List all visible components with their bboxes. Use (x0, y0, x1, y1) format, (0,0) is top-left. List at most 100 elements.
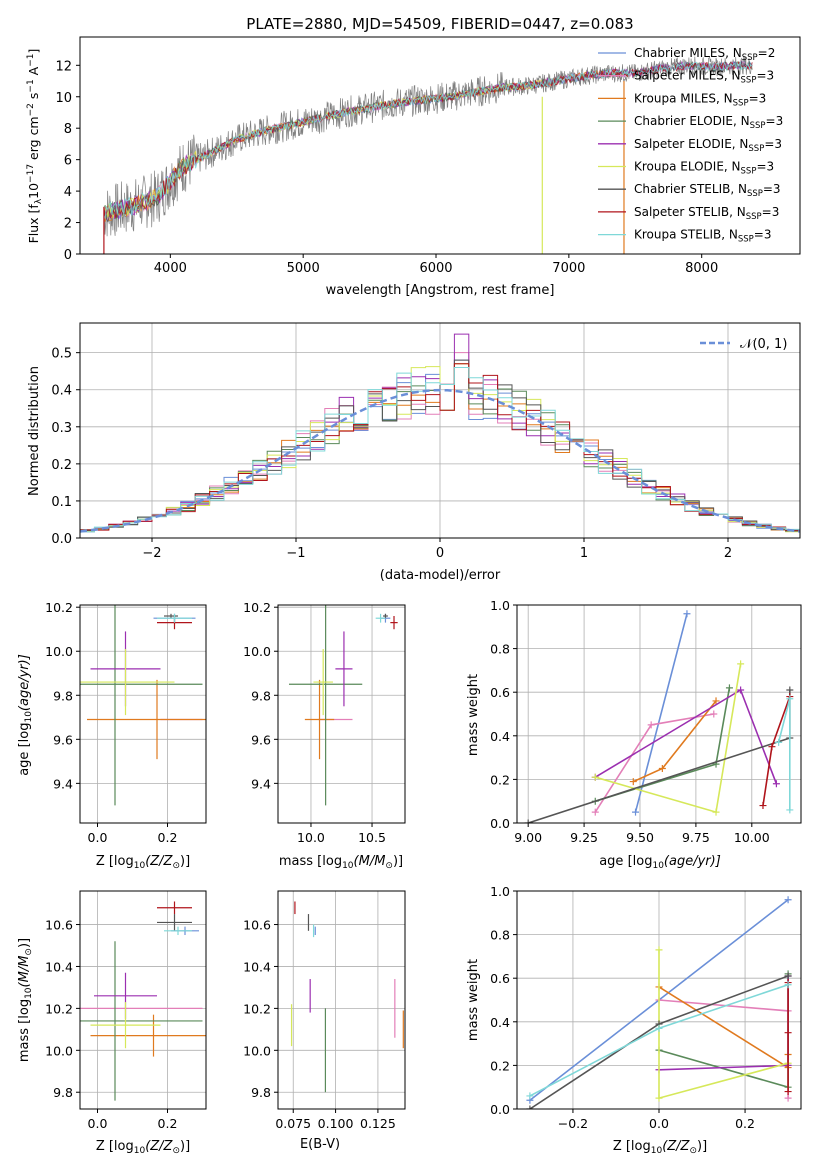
weight-vs-age-marker (710, 710, 718, 718)
weight-vs-Z-ytick-label: 0.6 (490, 971, 510, 986)
age-vs-mass-xlabel: mass [log10(M/M⊙)] (279, 854, 403, 871)
spectrum-ytick-label: 10 (55, 91, 72, 106)
legend-label-4: Chabrier ELODIE, NSSP=3 (634, 114, 783, 131)
age-vs-Z-ytick-label: 9.6 (53, 732, 73, 747)
residuals-xtick-label: 1 (580, 546, 588, 561)
weight-vs-age-ytick-label: 0.8 (490, 642, 510, 657)
weight-vs-age-ytick-label: 0.2 (490, 772, 510, 787)
weight-vs-age-marker (775, 738, 783, 746)
legend-label-5: Salpeter ELODIE, NSSP=3 (634, 137, 782, 154)
age-vs-mass-plot-area (288, 605, 398, 806)
spectrum-panel: PLATE=2880, MJD=54509, FIBERID=0447, z=0… (26, 15, 801, 298)
legend-label-2: Salpeter MILES, NSSP=3 (634, 69, 774, 86)
weight-vs-age-marker (786, 695, 794, 703)
spectrum-data-line (103, 56, 753, 237)
age-vs-Z-xtick-label: 0.2 (158, 830, 178, 845)
spectrum-xtick-label: 4000 (154, 261, 187, 276)
weight-vs-Z-ytick-label: 0.4 (490, 1015, 510, 1030)
weight-vs-age-marker (647, 721, 655, 729)
weight-vs-Z-panel: −0.2 0.0 0.2 0.0 0.2 0.4 0.6 0.8 1.0 (490, 884, 802, 1131)
weight-vs-Z-marker (784, 1094, 792, 1102)
weight-vs-Z-marker (655, 946, 663, 954)
residuals-ylabel: Normed distribution (27, 366, 42, 496)
weight-vs-Z-marker (655, 1024, 663, 1032)
weight-vs-age-marker (632, 808, 640, 816)
spectrum-title: PLATE=2880, MJD=54509, FIBERID=0447, z=0… (246, 15, 633, 33)
mass-vs-EBV-axes-frame (277, 890, 406, 1110)
weight-vs-Z-ytick-label: 0.2 (490, 1058, 510, 1073)
residuals-xlabel: (data-model)/error (380, 568, 501, 583)
age-vs-Z-xlabel: Z [log10(Z/Z⊙)] (96, 854, 190, 871)
residuals-ytick-label: 0.2 (51, 458, 72, 473)
spectrum-ytick-label: 4 (64, 185, 72, 200)
legend-label-9: Kroupa STELIB, NSSP=3 (634, 228, 772, 245)
weight-vs-age-ytick-label: 0.0 (490, 816, 510, 831)
spectrum-legend: Chabrier MILES, NSSP=2 Salpeter MILES, NS… (598, 46, 783, 245)
spectrum-axes-frame (79, 36, 801, 255)
mass-vs-Z-ytick-label: 10.4 (45, 959, 73, 974)
weight-vs-Z-marker (784, 981, 792, 989)
weight-vs-age-marker (658, 765, 666, 772)
mass-vs-EBV-xtick-label: 0.075 (275, 1116, 311, 1131)
residuals-xtick-label: −1 (286, 546, 305, 561)
weight-vs-Z-marker (526, 1092, 534, 1100)
weight-vs-age-marker (712, 697, 720, 705)
weight-vs-age-panel: 9.00 9.25 9.50 9.75 10.00 0.0 0.2 0.4 0.6 0.8 1.0 (490, 598, 802, 845)
legend-label-1: Chabrier MILES, NSSP=2 (634, 46, 775, 63)
age-vs-mass-xtick-label: 10.0 (297, 830, 325, 845)
mass-vs-Z-xlabel: Z [log10(Z/Z⊙)] (96, 1139, 190, 1156)
weight-vs-age-marker (725, 684, 733, 692)
spectrum-ytick-label: 12 (55, 59, 72, 74)
residuals-histogram-8 (80, 363, 800, 531)
spectrum-xtick-label: 5000 (287, 261, 320, 276)
age-vs-Z-panel: 0.0 0.2 9.4 9.6 9.8 10.0 10.2 (45, 600, 207, 845)
age-vs-Z-ytick-label: 10.2 (45, 600, 73, 615)
mass-vs-Z-plot-area (80, 901, 206, 1101)
spectrum-ytick-label: 2 (64, 217, 72, 232)
mass-vs-Z-ytick-label: 10.0 (45, 1043, 73, 1058)
age-vs-Z-axes-frame (79, 604, 207, 824)
weight-vs-Z-xtick-label: 0.2 (735, 1116, 755, 1131)
spectrum-model-line-9 (103, 61, 753, 219)
spectrum-ytick-label: 8 (64, 122, 72, 137)
age-vs-mass-xtick-label: 10.5 (358, 830, 386, 845)
age-vs-mass-panel: 10.0 10.5 9.4 9.6 9.8 10.0 10.2 (243, 600, 406, 845)
weight-vs-Z-marker (784, 896, 792, 904)
weight-vs-age-xtick-label: 9.50 (626, 830, 654, 845)
weight-vs-age-xtick-label: 9.25 (570, 830, 598, 845)
spectrum-plot-area (103, 56, 753, 254)
mass-vs-Z-ytick-label: 10.6 (45, 918, 73, 933)
age-vs-mass-ytick-label: 10.0 (243, 644, 271, 659)
residuals-ytick-label: 0.4 (51, 384, 72, 399)
weight-vs-age-marker (737, 660, 745, 668)
age-vs-Z-ytick-label: 9.8 (53, 688, 73, 703)
mass-vs-EBV-plot-area (290, 901, 404, 1093)
weight-vs-age-line-1 (634, 613, 688, 813)
age-vs-Z-xtick-label: 0.0 (88, 830, 108, 845)
mass-vs-EBV-ytick-label: 9.8 (251, 1085, 271, 1100)
weight-vs-Z-marker (526, 1105, 534, 1109)
legend-label-3: Kroupa MILES, NSSP=3 (634, 91, 766, 108)
weight-vs-age-xtick-label: 9.75 (682, 830, 710, 845)
residuals-xtick-label: −2 (142, 546, 161, 561)
spectrum-xtick-label: 8000 (685, 261, 718, 276)
spectrum-ytick-label: 0 (64, 248, 72, 263)
weight-vs-age-marker (759, 802, 767, 810)
legend-label-7: Chabrier STELIB, NSSP=3 (634, 182, 781, 199)
weight-vs-age-marker (591, 808, 599, 816)
mass-vs-Z-ytick-label: 9.8 (53, 1085, 73, 1100)
mass-vs-Z-xtick-label: 0.2 (158, 1116, 178, 1131)
spectrum-ytick-label: 6 (64, 154, 72, 169)
weight-vs-age-marker (786, 686, 794, 694)
weight-vs-age-marker (772, 780, 780, 788)
age-vs-Z-ytick-label: 10.0 (45, 644, 73, 659)
weight-vs-Z-marker (784, 972, 792, 980)
weight-vs-Z-ytick-label: 0.0 (490, 1102, 510, 1117)
weight-vs-age-marker (629, 778, 637, 786)
age-vs-Z-ylabel: age [log10(age/yr)] (17, 654, 34, 776)
legend-label-8: Salpeter STELIB, NSSP=3 (634, 205, 779, 222)
weight-vs-age-marker (786, 806, 794, 814)
mass-vs-Z-xtick-label: 0.0 (88, 1116, 108, 1131)
weight-vs-age-ylabel: mass weight (466, 674, 481, 756)
weight-vs-age-axes-frame (516, 604, 802, 824)
